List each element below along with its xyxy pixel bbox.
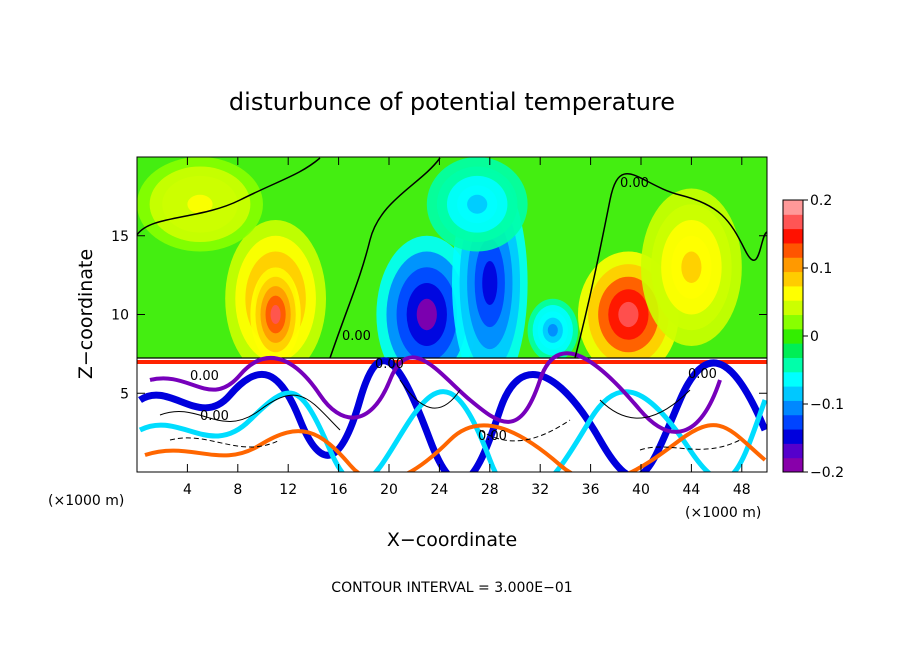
anomaly-blob	[270, 305, 281, 324]
colorbar-cell	[783, 242, 803, 258]
x-tick-label: 8	[233, 482, 242, 498]
y-axis-label: Z−coordinate	[75, 249, 97, 379]
colorbar-tick-label: 0	[810, 329, 819, 345]
colorbar-tick-label: 0.1	[810, 261, 832, 277]
x-tick-label: 24	[430, 482, 448, 498]
colorbar-cell	[783, 200, 803, 215]
x-tick-label: 40	[632, 482, 650, 498]
x-tick-label: 28	[481, 482, 499, 498]
zero-contour-line	[574, 173, 767, 359]
colorbar-cell	[783, 414, 803, 430]
colorbar-cell	[783, 343, 803, 358]
colorbar-cell	[783, 443, 803, 459]
colorbar-cell	[783, 457, 803, 473]
colorbar-cell	[783, 228, 803, 244]
x-tick-label: 44	[682, 482, 700, 498]
zero-contour-line	[329, 157, 441, 359]
anomaly-blob	[547, 323, 558, 337]
anomaly-blob	[681, 251, 702, 283]
contour-interval-note: CONTOUR INTERVAL = 3.000E−01	[331, 580, 572, 596]
x-tick-label: 4	[183, 482, 192, 498]
x-tick-label: 12	[279, 482, 297, 498]
zero-contour-line	[137, 157, 321, 236]
contour-label: 0.00	[688, 367, 717, 382]
x-axis-label: X−coordinate	[387, 529, 517, 551]
anomaly-blob	[187, 194, 213, 214]
x-unit-left: (×1000 m)	[48, 493, 124, 509]
contour-label: 0.00	[478, 429, 507, 444]
colorbar-tick-label: 0.2	[810, 193, 832, 209]
colorbar-cell	[783, 214, 803, 230]
x-axis: 4 8 12 16 20 24 28 32 36 40 44 48	[183, 157, 751, 498]
colorbar-tick-label: −0.2	[810, 465, 844, 481]
colorbar-cell	[783, 386, 803, 401]
x-tick-label: 16	[330, 482, 348, 498]
colorbar-cell	[783, 429, 803, 444]
colorbar-cell	[783, 257, 803, 273]
y-axis: 5 10 15	[111, 229, 767, 402]
colorbar-cell	[783, 300, 803, 316]
x-tick-label: 48	[733, 482, 751, 498]
colorbar-cell	[783, 357, 803, 373]
colorbar-cell	[783, 328, 803, 344]
colorbar-cell	[783, 285, 803, 301]
contour-label: 0.00	[620, 176, 649, 191]
contour-label: 0.00	[190, 369, 219, 384]
contour-label-layer: 0.00 0.00 0.00 0.00 0.00 0.00 0.00	[190, 176, 717, 444]
anomaly-blob	[482, 260, 498, 306]
y-tick-label: 15	[111, 229, 129, 245]
colorbar-cell	[783, 271, 803, 287]
y-tick-label: 10	[111, 308, 129, 324]
x-unit-right: (×1000 m)	[685, 505, 761, 521]
x-tick-label: 20	[380, 482, 398, 498]
contour-label: 0.00	[342, 329, 371, 344]
x-tick-label: 32	[531, 482, 549, 498]
anomaly-blob	[416, 298, 437, 331]
contour-label: 0.00	[200, 409, 229, 424]
lower-turbulent-layer	[137, 351, 767, 472]
x-tick-label: 36	[582, 482, 600, 498]
plot-area	[137, 157, 767, 472]
anomaly-layer	[137, 157, 742, 394]
colorbar-tick-label: −0.1	[810, 397, 844, 413]
chart-title: disturbunce of potential temperature	[229, 88, 675, 116]
anomaly-blob	[467, 194, 488, 214]
anomaly-blob	[618, 301, 639, 328]
contour-label: 0.00	[375, 357, 404, 372]
colorbar-cell	[783, 314, 803, 330]
colorbar-cell	[783, 400, 803, 416]
colorbar-cell	[783, 371, 803, 387]
y-tick-label: 5	[120, 386, 129, 402]
colorbar: 0.2 0.1 0 −0.1 −0.2	[782, 193, 844, 481]
